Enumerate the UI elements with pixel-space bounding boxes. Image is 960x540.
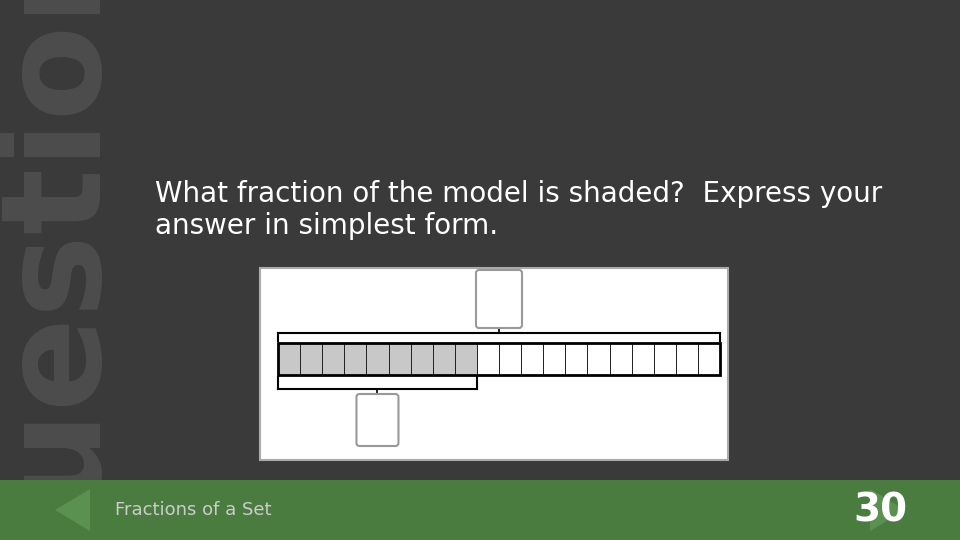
Bar [499,343,521,375]
Bar [433,343,455,375]
FancyBboxPatch shape [476,270,522,328]
Text: What fraction of the model is shaded?  Express your
answer in simplest form.: What fraction of the model is shaded? Ex… [155,180,882,240]
Bar [610,343,632,375]
Bar [367,343,389,375]
Polygon shape [870,489,905,531]
Bar [632,343,654,375]
Text: Question: Question [0,0,123,540]
Bar [654,343,676,375]
Bar [300,343,323,375]
Bar [588,343,610,375]
Bar [323,343,345,375]
Text: 30: 30 [852,491,907,529]
Polygon shape [55,489,90,531]
Bar [543,343,565,375]
Bar [345,343,367,375]
Bar [278,343,720,375]
Bar [411,343,433,375]
Text: Fractions of a Set: Fractions of a Set [115,501,272,519]
FancyBboxPatch shape [356,394,398,446]
Bar [389,343,411,375]
Bar [698,343,720,375]
FancyBboxPatch shape [260,268,728,460]
Bar [455,343,477,375]
Bar [565,343,588,375]
Bar [676,343,698,375]
Bar [477,343,499,375]
Bar [521,343,543,375]
Bar [278,343,300,375]
Bar [0,480,960,540]
